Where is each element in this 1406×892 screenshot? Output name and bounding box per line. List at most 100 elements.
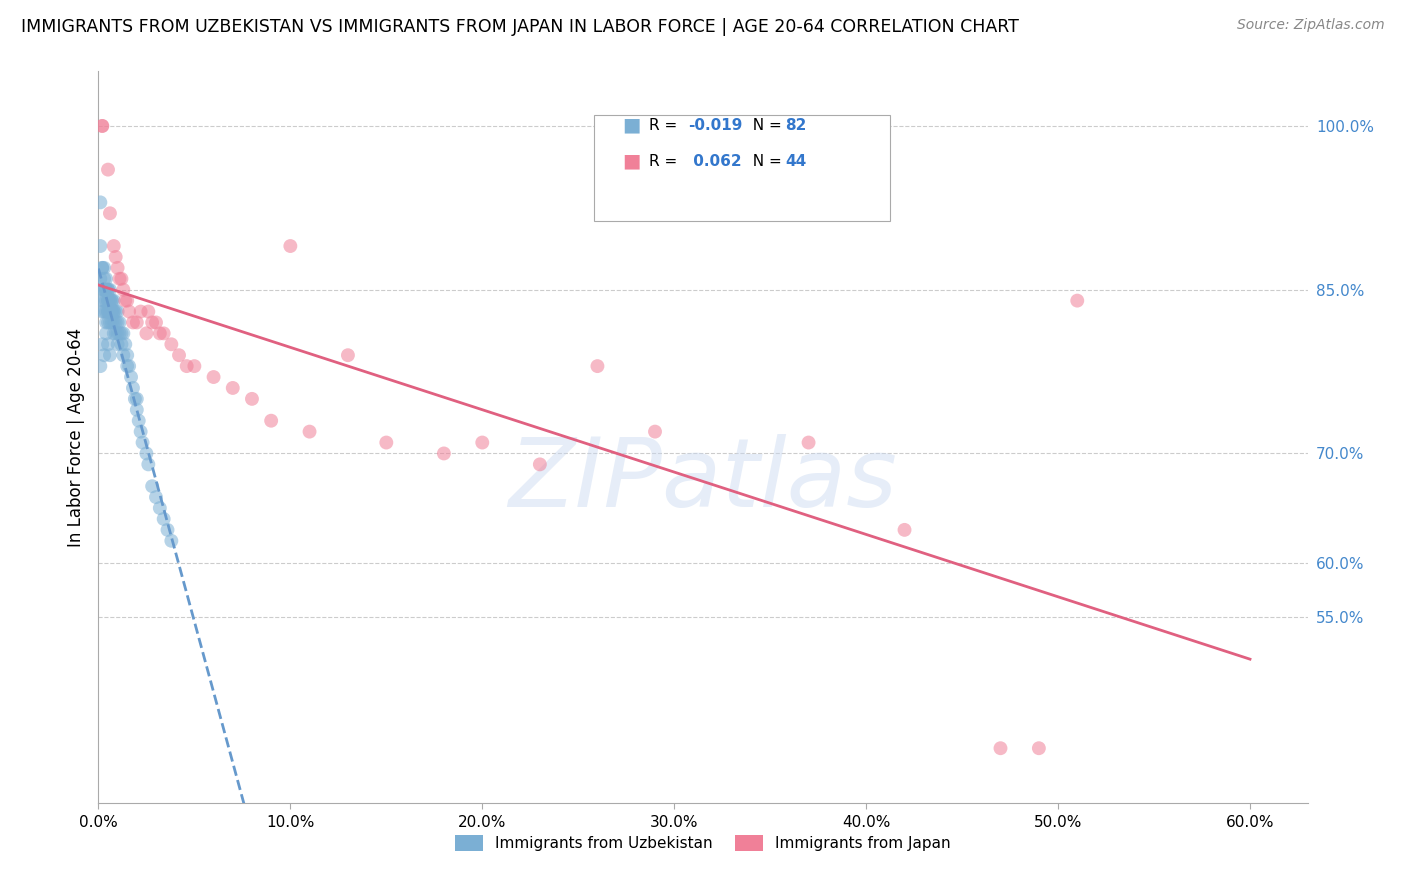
Point xyxy=(644,425,666,439)
Point xyxy=(101,315,124,329)
Point xyxy=(104,326,127,341)
Point xyxy=(91,304,114,318)
Point xyxy=(135,326,157,341)
Point xyxy=(141,315,163,329)
Point xyxy=(93,283,115,297)
Text: 0.062: 0.062 xyxy=(689,154,742,169)
Point xyxy=(1028,741,1050,756)
Point xyxy=(160,533,183,548)
Point xyxy=(101,293,124,308)
Point xyxy=(145,315,167,329)
Point xyxy=(108,326,131,341)
Point xyxy=(103,293,125,308)
Text: ■: ■ xyxy=(621,115,640,135)
Point xyxy=(103,326,125,341)
Point xyxy=(89,359,111,373)
Point xyxy=(156,523,179,537)
Point xyxy=(797,435,820,450)
Point xyxy=(98,304,121,318)
Point xyxy=(120,370,142,384)
Point xyxy=(93,304,115,318)
Point xyxy=(149,326,172,341)
Point xyxy=(91,293,114,308)
Point xyxy=(97,337,120,351)
Text: 82: 82 xyxy=(785,118,807,133)
Point xyxy=(1066,293,1088,308)
Point xyxy=(107,337,129,351)
Point xyxy=(202,370,225,384)
Point xyxy=(97,283,120,297)
Point xyxy=(136,458,159,472)
Point xyxy=(97,304,120,318)
Point xyxy=(98,348,121,362)
Point xyxy=(152,512,174,526)
Point xyxy=(108,315,131,329)
Point xyxy=(149,501,172,516)
Point xyxy=(893,523,915,537)
Point xyxy=(280,239,302,253)
Point xyxy=(125,315,148,329)
Point xyxy=(97,293,120,308)
Point xyxy=(128,414,150,428)
Point xyxy=(94,293,117,308)
Point xyxy=(110,326,132,341)
Point xyxy=(91,260,114,275)
Point xyxy=(298,425,321,439)
Point xyxy=(93,348,115,362)
Point xyxy=(97,293,120,308)
Point xyxy=(101,304,124,318)
Point xyxy=(124,392,146,406)
Point xyxy=(101,304,124,318)
Point xyxy=(107,315,129,329)
Point xyxy=(91,260,114,275)
Text: N =: N = xyxy=(742,154,786,169)
Point xyxy=(104,315,127,329)
Point xyxy=(89,195,111,210)
Point xyxy=(98,315,121,329)
Point xyxy=(103,315,125,329)
Text: R =: R = xyxy=(648,118,682,133)
Point xyxy=(141,479,163,493)
Point xyxy=(104,250,127,264)
Point xyxy=(260,414,283,428)
Point xyxy=(94,326,117,341)
Point xyxy=(110,337,132,351)
Point xyxy=(93,260,115,275)
Point xyxy=(107,260,129,275)
Point xyxy=(101,293,124,308)
Point xyxy=(176,359,198,373)
Point xyxy=(98,293,121,308)
Point xyxy=(125,402,148,417)
Point xyxy=(433,446,456,460)
Point xyxy=(89,272,111,286)
Point xyxy=(103,304,125,318)
Point xyxy=(375,435,398,450)
Point xyxy=(107,304,129,318)
Point xyxy=(129,304,152,318)
Point xyxy=(98,283,121,297)
Point xyxy=(94,304,117,318)
Point xyxy=(97,315,120,329)
Point xyxy=(104,304,127,318)
Point xyxy=(103,304,125,318)
Text: -0.019: -0.019 xyxy=(689,118,742,133)
Point xyxy=(586,359,609,373)
Point xyxy=(94,272,117,286)
Point xyxy=(112,326,135,341)
Text: ZIPatlas: ZIPatlas xyxy=(509,434,897,527)
Text: Source: ZipAtlas.com: Source: ZipAtlas.com xyxy=(1237,18,1385,32)
Point xyxy=(115,348,138,362)
Point xyxy=(990,741,1012,756)
Point xyxy=(97,283,120,297)
Point xyxy=(118,304,141,318)
Point xyxy=(167,348,190,362)
Point xyxy=(125,392,148,406)
Point xyxy=(145,490,167,504)
Point xyxy=(115,293,138,308)
Point xyxy=(93,272,115,286)
Point xyxy=(136,304,159,318)
Point xyxy=(114,293,136,308)
Point xyxy=(122,315,145,329)
Text: 44: 44 xyxy=(785,154,807,169)
Point xyxy=(122,381,145,395)
